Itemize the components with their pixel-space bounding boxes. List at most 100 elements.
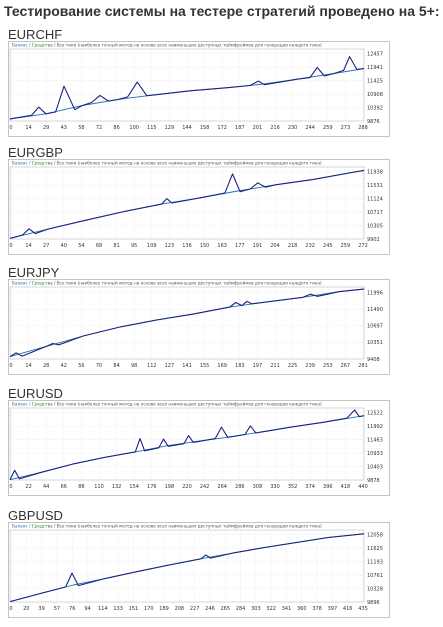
x-tick-label: 272: [358, 243, 368, 249]
plot-area: [9, 529, 365, 603]
legend: Баланс / Средства / Все тики (наиболее т…: [12, 161, 322, 166]
y-tick-label: 10351: [367, 340, 383, 346]
x-tick-label: 155: [200, 363, 210, 369]
chart-title-eurusd: EURUSD: [8, 386, 63, 401]
x-tick-label: 172: [217, 125, 227, 131]
x-tick-label: 57: [54, 606, 60, 612]
x-tick-label: 68: [96, 243, 102, 249]
equity-line: [9, 533, 365, 603]
x-tick-label: 435: [358, 606, 368, 612]
x-tick-label: 253: [323, 363, 333, 369]
y-tick-label: 11938: [367, 170, 383, 176]
legend-balance: Баланс: [12, 161, 28, 166]
x-tick-label: 360: [297, 606, 307, 612]
x-tick-label: 191: [253, 243, 263, 249]
x-tick-label: 20: [23, 606, 29, 612]
chart-svg-eurusd: Баланс / Средства / Все тики (наиболее т…: [8, 400, 390, 496]
x-tick-label: 29: [43, 125, 49, 131]
x-tick-label: 150: [200, 243, 210, 249]
y-tick-label: 12058: [367, 533, 383, 539]
x-tick-label: 110: [94, 484, 104, 490]
x-tick-label: 259: [323, 125, 333, 131]
x-tick-label: 244: [305, 125, 315, 131]
x-tick-label: 416: [343, 606, 353, 612]
x-tick-label: 40: [61, 243, 67, 249]
x-tick-label: 154: [129, 484, 139, 490]
x-tick-label: 127: [165, 363, 175, 369]
x-tick-label: 216: [270, 125, 280, 131]
x-tick-label: 81: [113, 243, 119, 249]
x-tick-label: 39: [38, 606, 44, 612]
chart-svg-eurchf: Баланс / Средства / Все тики (наиболее т…: [8, 41, 390, 137]
legend-balance: Баланс: [12, 281, 28, 286]
x-tick-label: 44: [43, 484, 49, 490]
legend: Баланс / Средства / Все тики (наиболее т…: [12, 402, 322, 407]
x-tick-label: 232: [305, 243, 315, 249]
x-tick-label: 144: [182, 125, 192, 131]
chart-panel-eurchf: Баланс / Средства / Все тики (наиболее т…: [8, 41, 390, 137]
y-tick-label: 11941: [367, 65, 383, 71]
x-tick-label: 133: [113, 606, 123, 612]
equity-line: [9, 409, 365, 480]
y-tick-label: 10933: [367, 451, 383, 457]
x-tick-label: 246: [205, 606, 215, 612]
x-tick-label: 98: [131, 363, 137, 369]
equity-line: [9, 169, 365, 239]
chart-panel-eurgbp: Баланс / Средства / Все тики (наиболее т…: [8, 159, 390, 255]
x-tick-label: 132: [112, 484, 122, 490]
y-tick-label: 9896: [367, 600, 380, 606]
y-tick-label: 10403: [367, 464, 383, 470]
x-tick-label: 151: [129, 606, 139, 612]
x-tick-label: 230: [288, 125, 298, 131]
y-tick-label: 9408: [367, 357, 380, 363]
x-tick-label: 115: [147, 125, 157, 131]
chart-panel-eurjpy: Баланс / Средства / Все тики (наиболее т…: [8, 279, 390, 375]
x-tick-label: 170: [144, 606, 154, 612]
x-tick-label: 0: [9, 363, 12, 369]
x-tick-label: 303: [251, 606, 261, 612]
legend-equity: / Средства: [28, 43, 53, 48]
y-tick-label: 10761: [367, 573, 383, 579]
x-tick-label: 288: [358, 125, 368, 131]
legend: Баланс / Средства / Все тики (наиболее т…: [12, 281, 322, 286]
x-tick-label: 114: [98, 606, 108, 612]
x-tick-label: 14: [25, 243, 31, 249]
y-tick-label: 10305: [367, 223, 383, 229]
legend-equity: / Средства: [28, 161, 53, 166]
y-tick-label: 10697: [367, 324, 383, 330]
x-tick-label: 14: [25, 125, 31, 131]
page-title: Тестирование системы на тестере стратеги…: [4, 3, 440, 19]
x-tick-label: 189: [159, 606, 169, 612]
x-tick-label: 66: [61, 484, 67, 490]
legend-note: / Все тики (наиболее точный метод на осн…: [53, 281, 322, 286]
y-tick-label: 9878: [367, 478, 380, 484]
x-tick-label: 56: [78, 363, 84, 369]
x-tick-label: 100: [129, 125, 139, 131]
legend-note: / Все тики (наиболее точный метод на осн…: [53, 524, 322, 529]
x-tick-label: 177: [235, 243, 245, 249]
x-tick-label: 396: [323, 484, 333, 490]
x-tick-label: 284: [236, 606, 246, 612]
chart-title-eurgbp: EURGBP: [8, 145, 63, 160]
equity-line: [9, 56, 365, 120]
y-tick-label: 11625: [367, 546, 383, 552]
y-tick-label: 11992: [367, 424, 383, 430]
chart-panel-gbpusd: Баланс / Средства / Все тики (наиболее т…: [8, 522, 390, 618]
x-tick-label: 176: [147, 484, 157, 490]
x-tick-label: 58: [78, 125, 84, 131]
x-tick-label: 225: [288, 363, 298, 369]
x-tick-label: 198: [165, 484, 175, 490]
legend-note: / Все тики (наиболее точный метод на осн…: [53, 402, 322, 407]
x-tick-label: 239: [305, 363, 315, 369]
legend-balance: Баланс: [12, 524, 28, 529]
x-tick-label: 0: [9, 125, 12, 131]
y-tick-label: 11425: [367, 78, 383, 84]
x-tick-label: 211: [270, 363, 280, 369]
x-tick-label: 76: [69, 606, 75, 612]
x-tick-label: 397: [328, 606, 338, 612]
chart-title-eurjpy: EURJPY: [8, 265, 60, 280]
x-tick-label: 28: [43, 363, 49, 369]
y-tick-label: 11124: [367, 196, 383, 202]
x-tick-label: 227: [190, 606, 200, 612]
x-tick-label: 112: [147, 363, 157, 369]
